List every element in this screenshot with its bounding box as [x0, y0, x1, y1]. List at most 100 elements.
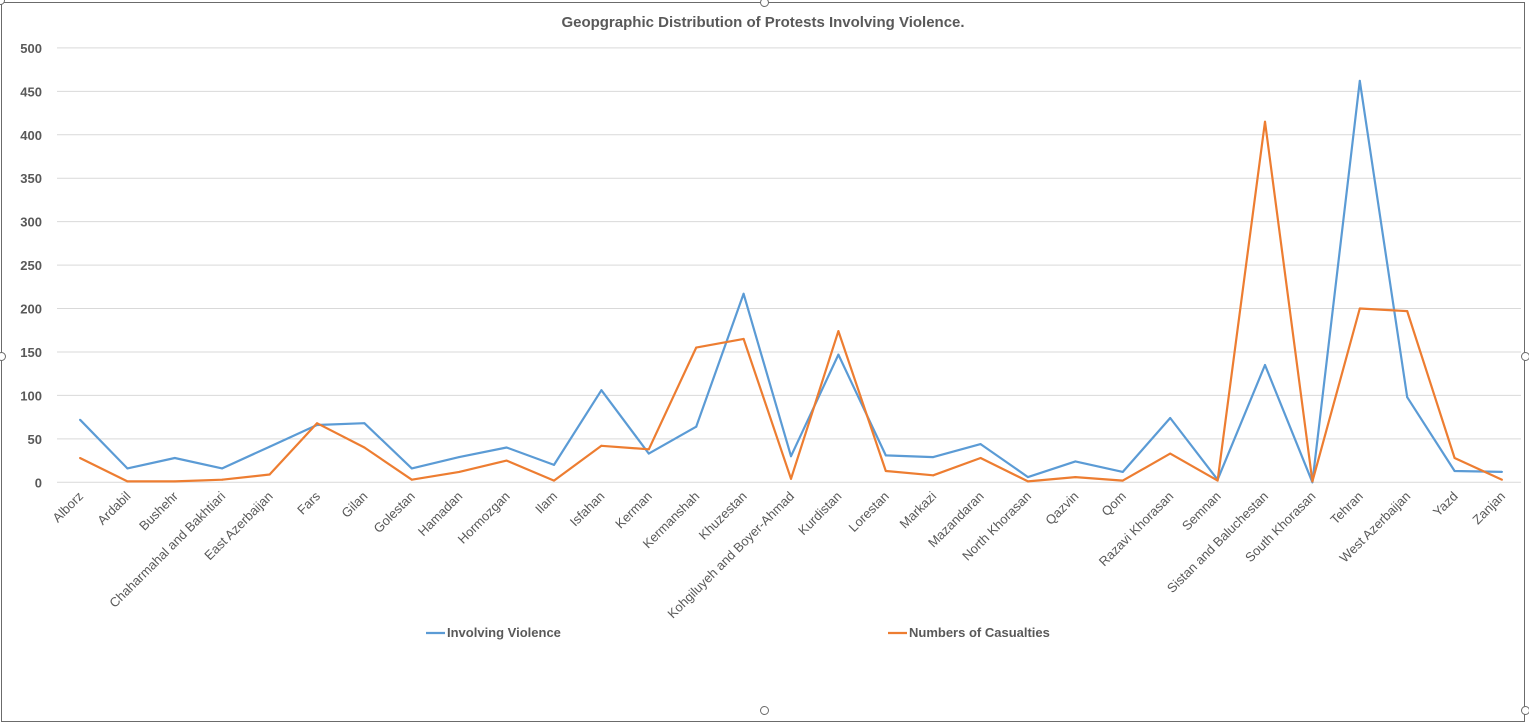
data-point	[79, 456, 81, 459]
series-line-involving-violence[interactable]	[79, 79, 1503, 484]
y-tick-label: 200	[20, 302, 42, 317]
resize-handle-top-left[interactable]	[0, 0, 5, 5]
y-tick-label: 400	[20, 128, 42, 143]
data-point	[1121, 479, 1124, 482]
data-point	[932, 474, 935, 477]
data-point	[1264, 120, 1266, 123]
chart-title: Geopgraphic Distribution of Protests Inv…	[561, 14, 964, 31]
data-point	[410, 467, 413, 470]
data-point	[695, 346, 698, 349]
data-point	[1501, 478, 1503, 481]
y-tick-label: 300	[20, 215, 42, 230]
data-point	[1453, 470, 1456, 473]
data-point	[1406, 310, 1409, 313]
y-tick-label: 500	[20, 41, 42, 56]
data-point	[1501, 470, 1503, 473]
legend-item-numbers-of-casualties[interactable]: Numbers of Casualties	[888, 625, 1050, 640]
x-tick-label: Yazd	[1430, 489, 1461, 520]
resize-handle-top[interactable]	[760, 0, 769, 7]
x-tick-label: Fars	[294, 488, 323, 517]
data-point	[363, 446, 366, 449]
x-tick-label: Semnan	[1179, 489, 1224, 534]
data-point	[884, 454, 887, 457]
data-point	[1169, 452, 1172, 455]
data-point	[742, 337, 745, 340]
data-point	[268, 445, 271, 448]
data-point	[742, 292, 745, 295]
y-tick-label: 150	[20, 345, 42, 360]
legend: Involving Violence Numbers of Casualties	[426, 625, 1050, 640]
x-tick-label: Bushehr	[136, 488, 181, 533]
data-point	[790, 455, 792, 458]
y-axis-ticks: 0 50 100 150 200 250 300 350 400 450 500	[20, 41, 42, 490]
data-point	[505, 446, 508, 449]
x-tick-label: Qazvin	[1042, 489, 1081, 528]
data-point	[126, 480, 129, 483]
x-tick-label: Hamadan	[415, 489, 465, 539]
x-tick-label: Lorestan	[846, 489, 892, 535]
series-lines	[79, 79, 1503, 484]
data-point	[1264, 364, 1266, 367]
data-point	[316, 422, 318, 425]
data-point	[363, 422, 366, 425]
y-tick-label: 100	[20, 388, 42, 403]
data-point	[458, 470, 461, 473]
data-point	[600, 389, 603, 392]
legend-label-involving-violence: Involving Violence	[447, 625, 561, 640]
y-tick-label: 250	[20, 258, 42, 273]
data-point	[837, 330, 840, 333]
x-tick-label: Gilan	[338, 489, 370, 521]
data-point	[1358, 79, 1361, 82]
data-point	[268, 473, 271, 476]
data-point	[1406, 396, 1409, 399]
data-point	[790, 477, 792, 480]
x-tick-label: Isfahan	[567, 489, 608, 530]
gridlines	[57, 47, 1521, 483]
x-tick-label: Ardabil	[94, 488, 133, 527]
x-tick-label: Ilam	[532, 489, 560, 517]
y-tick-label: 50	[28, 432, 42, 447]
data-point	[1027, 476, 1029, 479]
data-point	[221, 478, 224, 481]
y-tick-label: 0	[35, 475, 42, 490]
resize-handle-right[interactable]	[1521, 352, 1529, 361]
data-point	[1169, 417, 1172, 420]
x-tick-label: Markazi	[897, 488, 940, 531]
data-point	[79, 418, 81, 421]
data-point	[1453, 456, 1456, 459]
data-point	[600, 444, 603, 447]
data-point	[458, 456, 461, 459]
data-point	[979, 456, 982, 459]
resize-handle-left[interactable]	[0, 352, 6, 361]
data-point	[505, 459, 508, 462]
series-line-numbers-of-casualties[interactable]	[79, 120, 1503, 483]
x-tick-label: Kurdistan	[795, 489, 844, 538]
data-point	[1358, 307, 1361, 310]
data-point	[553, 479, 555, 482]
x-tick-label: Golestan	[371, 489, 418, 536]
x-tick-label: Kerman	[612, 489, 655, 532]
data-point	[1121, 470, 1124, 473]
data-point	[647, 452, 650, 455]
data-point	[932, 456, 935, 459]
data-point	[647, 448, 650, 451]
y-tick-label: 350	[20, 171, 42, 186]
y-tick-label: 450	[20, 84, 42, 99]
data-point	[837, 353, 840, 356]
legend-item-involving-violence[interactable]: Involving Violence	[426, 625, 561, 640]
data-point	[979, 443, 982, 446]
data-point	[126, 467, 129, 470]
legend-label-numbers-of-casualties: Numbers of Casualties	[909, 625, 1050, 640]
x-tick-label: Tehran	[1327, 489, 1366, 528]
x-tick-label: Zanjan	[1469, 489, 1508, 528]
data-point	[1074, 460, 1077, 463]
data-point	[1027, 480, 1029, 483]
x-tick-label: Alborz	[49, 489, 86, 526]
data-point	[410, 478, 413, 481]
data-point	[173, 480, 176, 483]
data-point	[1216, 479, 1219, 482]
data-point	[553, 463, 555, 466]
data-point	[1074, 476, 1077, 479]
